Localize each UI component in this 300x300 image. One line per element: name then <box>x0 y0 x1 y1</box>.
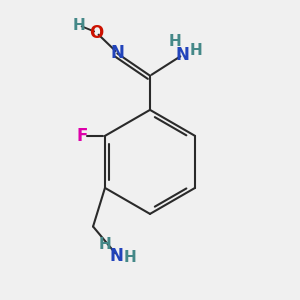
Text: H: H <box>169 34 182 49</box>
Text: N: N <box>110 247 124 265</box>
Text: H: H <box>99 237 111 252</box>
Text: N: N <box>110 44 124 62</box>
Text: H: H <box>72 18 85 33</box>
Text: O: O <box>89 24 103 42</box>
Text: H: H <box>190 43 202 58</box>
Text: N: N <box>176 46 190 64</box>
Text: H: H <box>124 250 136 265</box>
Text: F: F <box>77 127 88 145</box>
